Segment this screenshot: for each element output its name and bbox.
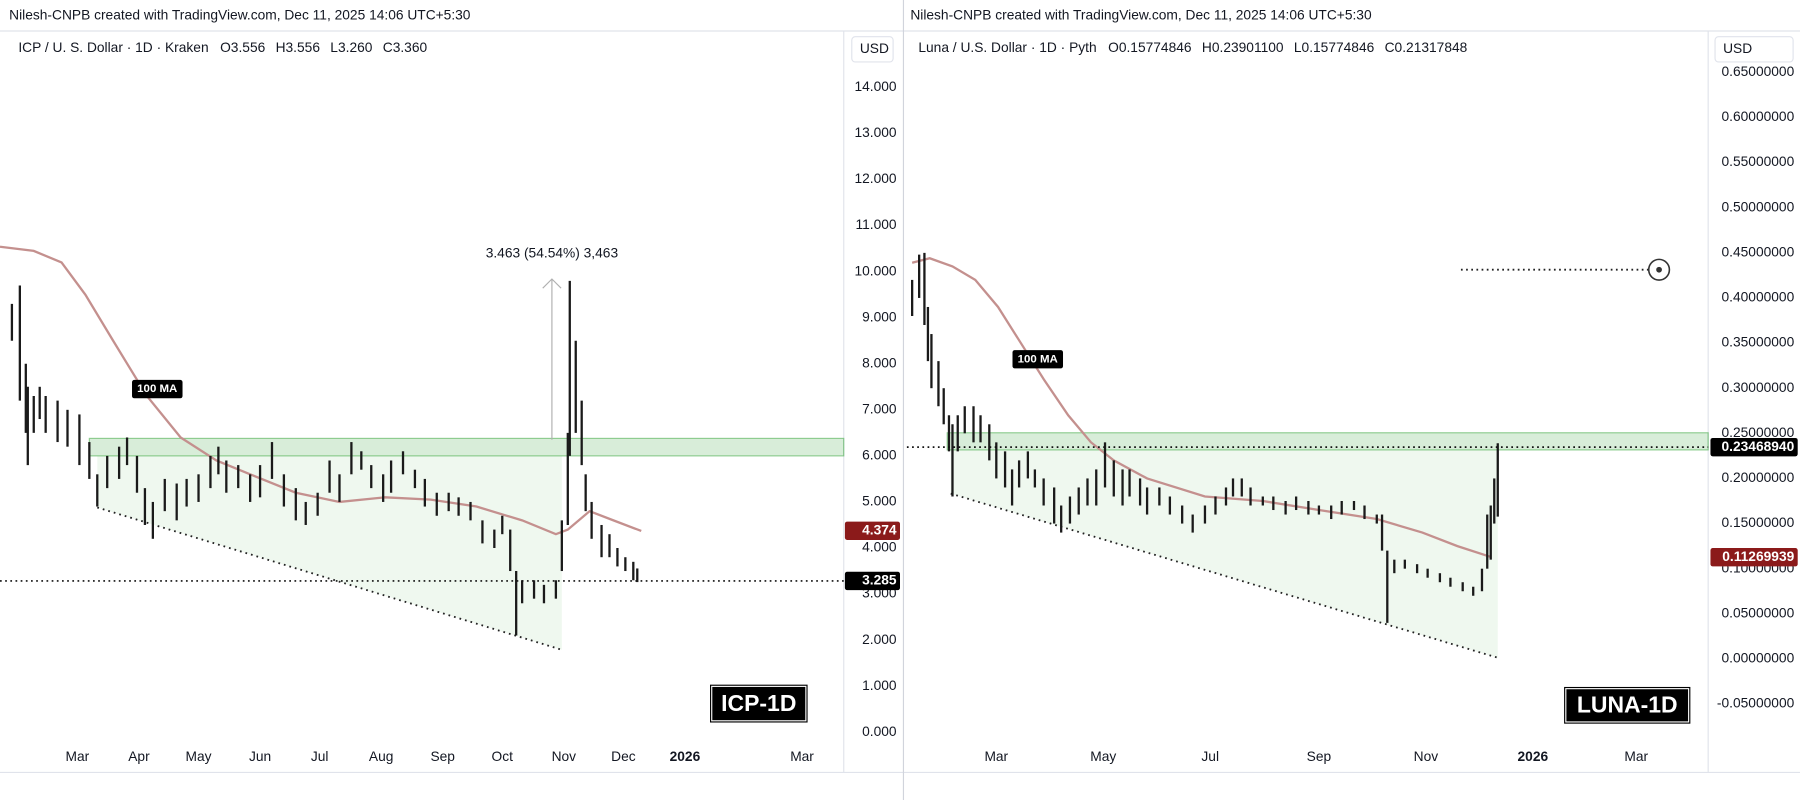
- y-tick-label: 0.45000000: [1722, 244, 1795, 259]
- x-tick-label: Sep: [430, 749, 455, 764]
- ohlc-value: H3.556: [276, 40, 321, 55]
- y-tick-label: 0.15000000: [1722, 515, 1795, 530]
- y-tick-label: 5.000: [862, 494, 897, 509]
- price-label: 0.23468940: [1722, 439, 1795, 454]
- x-tick-label: Apr: [128, 749, 150, 764]
- ma-label-box: [132, 379, 183, 399]
- badge: ICP-1D: [721, 690, 796, 716]
- currency-button: [1714, 36, 1794, 63]
- y-tick-label: 0.00000000: [1722, 651, 1795, 666]
- y-tick-label: 1.000: [862, 678, 897, 693]
- x-tick-label: Jun: [249, 749, 271, 764]
- legend-title: Luna / U.S. Dollar · 1D · Pyth: [918, 40, 1096, 55]
- resistance-zone: [946, 432, 1709, 451]
- ma-label-box: [1012, 350, 1064, 369]
- currency-button: [851, 36, 894, 63]
- x-tick-label: Aug: [369, 749, 394, 764]
- x-tick-label: 2026: [1518, 749, 1549, 764]
- x-tick-label: Mar: [1624, 749, 1648, 764]
- price-label-box: [844, 571, 900, 591]
- y-tick-label: 0.40000000: [1722, 290, 1795, 305]
- ohlc-value: C3.360: [383, 40, 428, 55]
- x-tick-label: May: [186, 749, 212, 764]
- y-tick-label: 0.05000000: [1722, 605, 1795, 620]
- price-label-box: [1710, 437, 1798, 457]
- price-label-box: [844, 521, 900, 540]
- attribution: Nilesh-CNPB created with TradingView.com…: [9, 8, 471, 23]
- x-tick-label: 2026: [670, 749, 701, 764]
- y-tick-label: 0.000: [862, 724, 897, 739]
- y-tick-label: 14.000: [854, 79, 896, 94]
- attribution: Nilesh-CNPB created with TradingView.com…: [910, 8, 1372, 23]
- price-label-box: [1710, 548, 1798, 567]
- x-tick-label: Jul: [1201, 749, 1219, 764]
- y-tick-label: 0.55000000: [1722, 154, 1795, 169]
- badge-frame: [1565, 688, 1690, 723]
- badge-box: [708, 683, 809, 724]
- legend-title: ICP / U. S. Dollar · 1D · Kraken: [18, 40, 208, 55]
- x-tick-label: Mar: [66, 749, 90, 764]
- y-tick-label: 4.000: [862, 540, 897, 555]
- y-tick-label: 11.000: [855, 217, 896, 232]
- price-label: 4.374: [862, 522, 897, 537]
- badge-box: [1562, 685, 1692, 725]
- ohlc-value: O3.556: [220, 40, 266, 55]
- badge-frame: [711, 685, 807, 722]
- ma-label: 100 MA: [137, 383, 177, 395]
- y-tick-label: 2.000: [862, 632, 897, 647]
- y-tick-label: 6.000: [862, 448, 897, 463]
- y-tick-label: 12.000: [854, 171, 896, 186]
- resistance-zone: [88, 437, 845, 457]
- x-tick-label: Jul: [311, 749, 329, 764]
- y-tick-label: 8.000: [862, 355, 897, 370]
- currency: USD: [1723, 41, 1752, 56]
- measure-arrowhead: [542, 278, 562, 289]
- badge: LUNA-1D: [1577, 692, 1678, 718]
- x-tick-label: Sep: [1307, 749, 1332, 764]
- moving-average: [911, 257, 1492, 559]
- y-tick-label: 13.000: [854, 125, 896, 140]
- y-tick-label: 0.25000000: [1722, 425, 1795, 440]
- wedge-fill: [97, 455, 562, 650]
- ohlc-value: H0.23901100: [1202, 40, 1284, 55]
- ohlc-value: C0.21317848: [1385, 40, 1468, 55]
- price-label: 3.285: [862, 573, 897, 588]
- trendline: [97, 506, 563, 651]
- ohlc-value: L3.260: [330, 40, 372, 55]
- ohlc-value: L0.15774846: [1294, 40, 1375, 55]
- x-tick-label: Oct: [492, 749, 514, 764]
- target-dot: [1656, 266, 1662, 273]
- x-tick-label: Mar: [790, 749, 814, 764]
- x-tick-label: Dec: [611, 749, 636, 764]
- price-label: 0.11269939: [1722, 549, 1794, 564]
- y-tick-label: 9.000: [862, 309, 897, 324]
- x-tick-label: Mar: [984, 749, 1008, 764]
- y-tick-label: 0.20000000: [1722, 470, 1795, 485]
- ohlc-value: O0.15774846: [1108, 40, 1192, 55]
- x-tick-label: Nov: [552, 749, 577, 764]
- x-tick-label: Nov: [1414, 749, 1439, 764]
- y-tick-label: 0.60000000: [1722, 109, 1795, 124]
- currency: USD: [860, 41, 889, 56]
- y-tick-label: 0.65000000: [1722, 64, 1795, 79]
- measure-label: 3.463 (54.54%) 3,463: [486, 245, 619, 260]
- y-tick-label: 0.50000000: [1722, 199, 1795, 214]
- y-tick-label: 10.000: [854, 263, 896, 278]
- ma-label: 100 MA: [1018, 353, 1058, 365]
- x-tick-label: May: [1090, 749, 1116, 764]
- y-tick-label: 7.000: [862, 401, 897, 416]
- y-tick-label: -0.05000000: [1717, 696, 1795, 711]
- y-tick-label: 0.35000000: [1722, 335, 1795, 350]
- y-tick-label: 0.30000000: [1722, 380, 1795, 395]
